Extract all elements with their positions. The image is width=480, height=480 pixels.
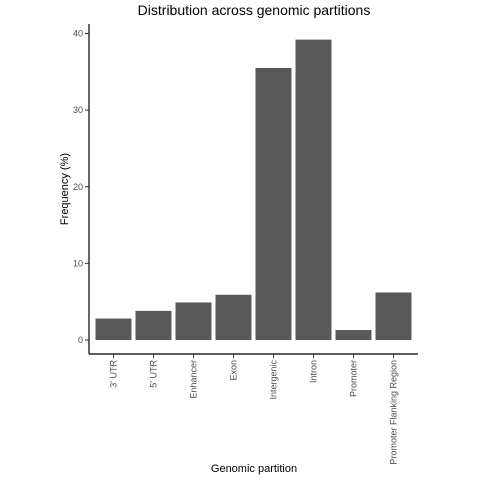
x-tick-label: Exon bbox=[229, 360, 239, 381]
bars bbox=[95, 39, 412, 340]
x-tick-label: Intergenic bbox=[269, 360, 279, 400]
x-axis-title: Genomic partition bbox=[211, 463, 297, 475]
chart-title: Distribution across genomic partitions bbox=[138, 2, 371, 18]
x-tick-label: Promoter Flanking Region bbox=[389, 360, 399, 465]
bar bbox=[95, 318, 132, 340]
y-tick-label: 30 bbox=[73, 105, 83, 115]
y-axis-title: Frequency (%) bbox=[59, 153, 71, 225]
y-tick-label: 0 bbox=[78, 335, 83, 345]
bar bbox=[295, 39, 332, 340]
x-tick-label: Enhancer bbox=[189, 360, 199, 399]
bar bbox=[215, 294, 252, 340]
bar bbox=[175, 302, 212, 340]
bar bbox=[375, 292, 412, 340]
y-tick-label: 40 bbox=[73, 29, 83, 39]
x-axis: 3' UTR 5' UTR Enhancer Exon Intergenic Intron… bbox=[89, 353, 418, 465]
x-tick-label: 3' UTR bbox=[109, 360, 119, 388]
x-tick-label: 5' UTR bbox=[149, 360, 159, 388]
y-tick-label: 10 bbox=[73, 258, 83, 268]
bar bbox=[335, 330, 372, 340]
bar bbox=[255, 67, 292, 340]
y-axis: 0 10 20 30 40 bbox=[73, 24, 90, 354]
x-tick-label: Intron bbox=[309, 360, 319, 383]
y-tick-label: 20 bbox=[73, 182, 83, 192]
x-tick-label: Promoter bbox=[349, 360, 359, 397]
bar bbox=[135, 310, 172, 340]
